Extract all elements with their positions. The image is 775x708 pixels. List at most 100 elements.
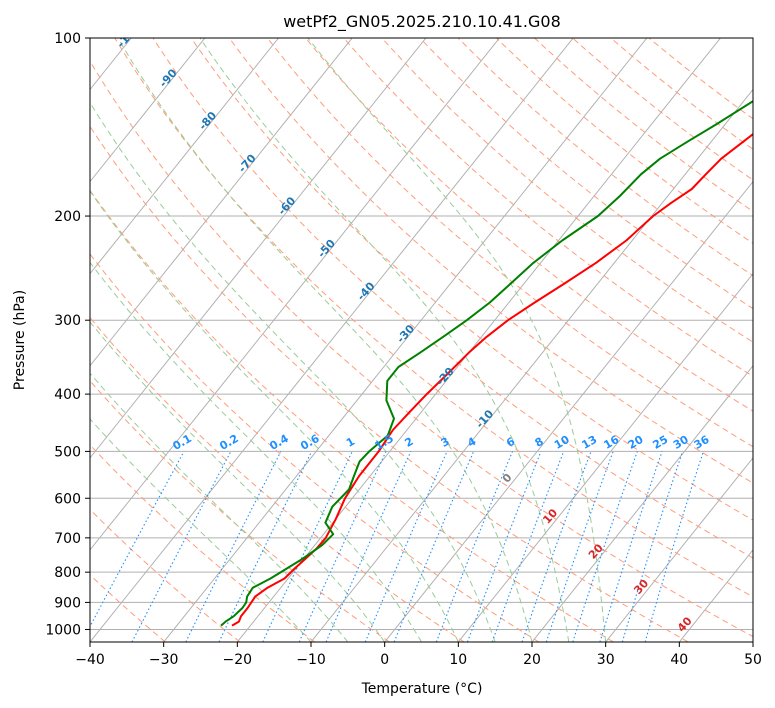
dry-adiabat-line [90,125,689,642]
y-tick-label: 400 [54,387,81,403]
background-lines [0,38,753,642]
x-tick-label: −40 [75,652,105,668]
dry-adiabat-line [90,444,315,642]
dry-adiabat-line [90,508,241,642]
y-axis-label: Pressure (hPa) [12,290,28,390]
dry-adiabat-line [496,38,753,244]
dry-adiabat-line [648,38,753,120]
isotherm-line [163,38,648,642]
x-tick-label: −20 [223,652,253,668]
mixing-ratio-label: 30 [671,433,691,452]
y-axis: 100 200 300 400 500 600 700 800 900 1000 [45,31,90,639]
dry-adiabat-line [419,38,753,310]
moist-adiabat-line [90,321,386,642]
mixing-ratio-label: 1 [344,435,357,450]
mixing-ratio-line [393,451,475,642]
moist-adiabat-line [307,38,607,642]
y-tick-label: 600 [54,491,81,507]
mixing-ratio-label: 6 [504,435,517,450]
mixing-ratio-label: 2 [402,435,415,450]
x-axis-label: Temperature (°C) [361,681,483,697]
isotherm-label: -30 [394,322,417,346]
dry-adiabat-line [90,60,753,638]
x-tick-label: −10 [296,652,326,668]
dewpoint-trace [220,99,753,627]
x-tick-label: 20 [523,652,541,668]
isotherm-line [90,38,279,275]
isotherm-line [457,272,753,642]
y-tick-label: 900 [54,595,81,611]
x-tick-label: 40 [670,652,688,668]
mixing-ratio-line [491,451,565,642]
mixing-ratio-line [599,451,663,642]
isotherm-label: -40 [355,279,378,303]
x-axis: −40 −30 −20 −10 0 10 20 30 40 50 [75,642,762,668]
mixing-ratio-label: 0.2 [217,432,240,453]
mixing-ratio-label: 10 [552,433,572,452]
isotherm-label: 40 [675,614,695,634]
moist-adiabat-line [90,372,349,642]
dry-adiabat-line [343,38,753,377]
mixing-ratio-label: 25 [650,433,670,452]
x-tick-label: 0 [380,652,389,668]
mixing-ratio-line [298,451,387,642]
mixing-ratio-line [262,451,353,642]
mixing-ratio-line [572,451,638,642]
isotherm-line [0,38,58,642]
in-plot-labels: 0.1 0.2 0.4 0.6 1 1.5 2 3 4 6 8 10 13 16 20 25 30 36-100-… [115,21,712,635]
mixing-ratio-label: 16 [602,433,622,452]
mixing-ratio-label: 0.4 [267,432,291,453]
moist-adiabat-line [90,101,496,642]
x-tick-label: 30 [597,652,615,668]
mixing-ratio-label: 3 [439,435,452,450]
mixing-ratio-line [545,451,614,642]
temperature-trace [231,132,753,627]
isotherm-line [236,38,721,642]
mixing-ratio-label: 36 [692,433,712,452]
x-tick-label: −30 [149,652,179,668]
dry-adiabat-line [267,38,753,448]
y-tick-label: 100 [54,31,81,47]
isotherm-label: -100 [115,21,143,50]
y-tick-label: 1000 [45,623,81,639]
isotherm-label: -90 [157,66,180,90]
isotherm-line [531,364,753,642]
dry-adiabat-line [90,253,540,642]
mixing-ratio-lines [90,451,704,642]
isotherm-label: 30 [631,577,651,597]
mixing-ratio-label: 20 [626,433,646,452]
mixing-ratio-line [435,451,514,642]
isotherm-line [605,457,753,642]
moist-adiabat-line [199,38,570,642]
dry-adiabat-line [114,38,753,598]
dry-adiabat-line [534,38,753,213]
sounding-traces [220,99,753,627]
mixing-ratio-line [218,451,313,642]
isotherm-line [310,88,753,642]
moist-adiabat-line [117,38,533,642]
isotherm-label: -80 [196,109,219,133]
isotherm-line [90,38,353,367]
mixing-ratio-label: 0.1 [171,432,194,453]
dry-adiabat-line [90,189,614,642]
mixing-ratio-line [325,451,412,642]
isotherm-line [678,549,753,642]
mixing-ratio-line [90,451,185,628]
mixing-ratio-line [521,451,592,642]
y-tick-label: 800 [54,565,81,581]
y-tick-label: 500 [54,444,81,460]
mixing-ratio-line [364,451,448,642]
dry-adiabat-line [457,38,753,277]
mixing-ratio-line [644,451,704,642]
isotherm-line [384,180,753,642]
moist-adiabat-line [90,190,459,642]
isotherm-line [90,38,500,551]
mixing-ratio-label: 13 [579,433,599,452]
isotherm-label: 20 [586,541,606,561]
x-tick-label: 50 [744,652,762,668]
isotherm-line [752,641,753,642]
dry-adiabat-line [305,38,753,412]
moist-adiabat-line [90,261,422,642]
mixing-ratio-label: 4 [465,435,478,450]
